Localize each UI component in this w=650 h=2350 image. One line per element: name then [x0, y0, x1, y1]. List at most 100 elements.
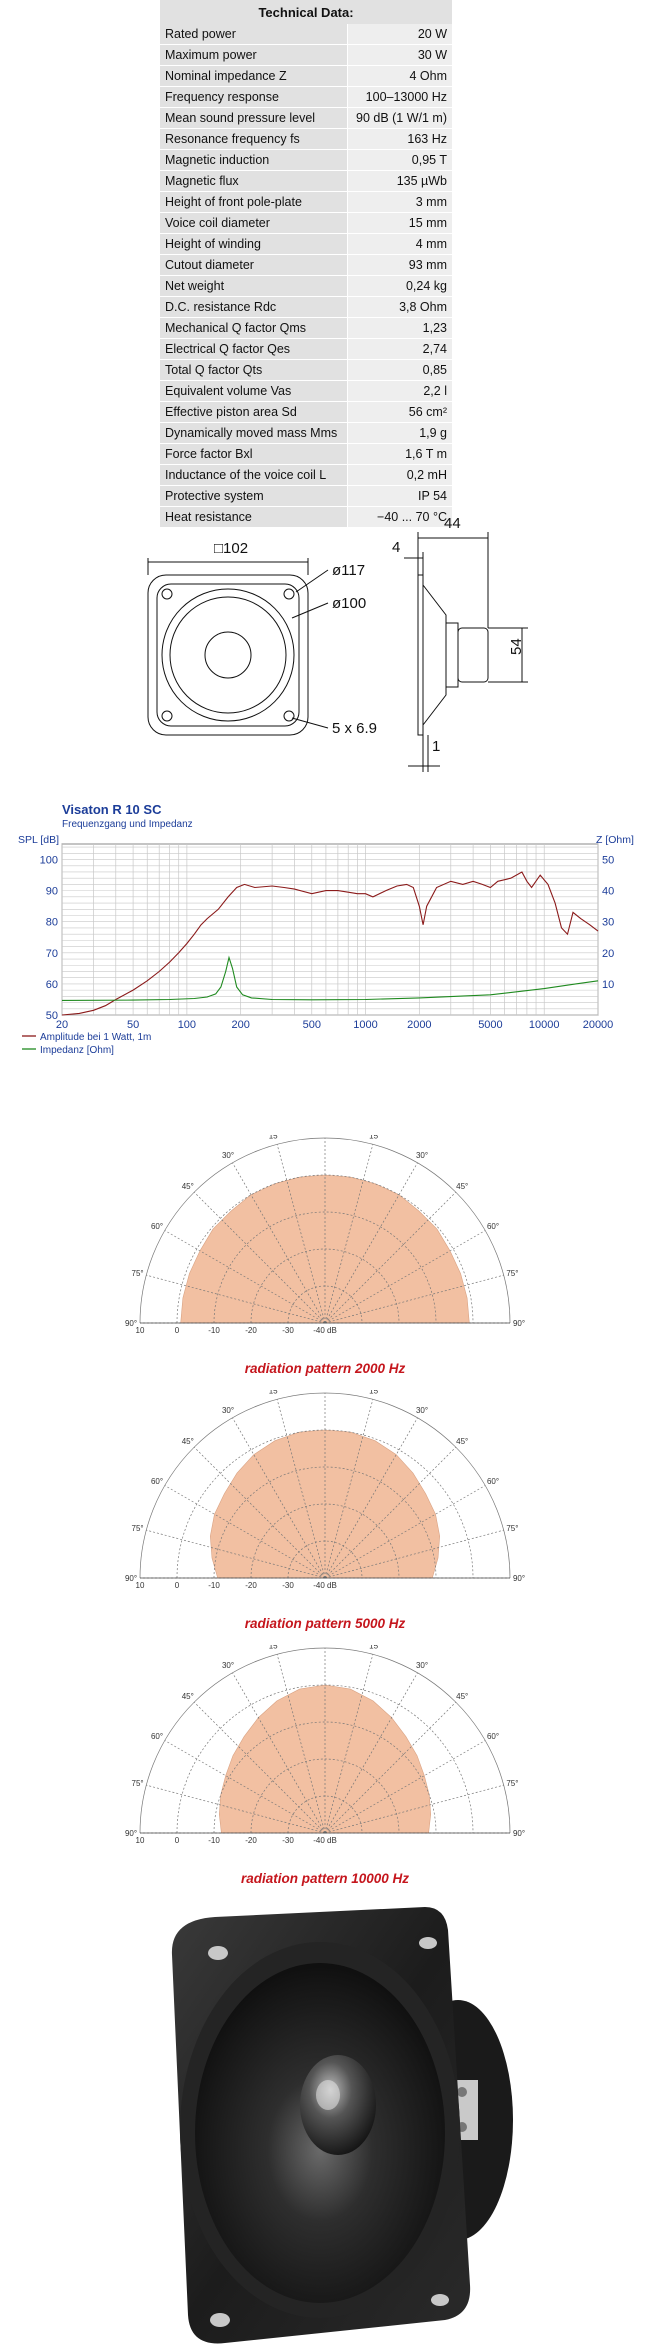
polar-angle-label: 75°	[132, 1269, 144, 1278]
x-tick-label: 200	[231, 1019, 249, 1031]
legend-impedance: Impedanz [Ohm]	[40, 1045, 114, 1056]
spec-row: Resonance frequency fs 163 Hz	[160, 128, 452, 150]
polar-angle-label: 30°	[416, 1661, 428, 1670]
mounting-hole	[161, 710, 173, 722]
inner-diameter-label: ø100	[332, 595, 366, 612]
polar-angle-label: 75°	[132, 1779, 144, 1788]
polar-db-label: -30	[282, 1326, 294, 1335]
spec-value: 100–13000 Hz	[347, 86, 452, 108]
frame-inner-outline	[156, 583, 300, 727]
polar-angle-label: 45°	[182, 1182, 194, 1191]
polar-spoke	[232, 1162, 326, 1324]
polar-ring	[213, 1721, 437, 1834]
polar-angle-label: 60°	[151, 1477, 163, 1486]
spec-value: 20 W	[347, 24, 452, 45]
spec-row: Magnetic induction 0,95 T	[160, 149, 452, 171]
spec-value: 1,23	[347, 317, 452, 339]
polar-db-label: -10	[208, 1326, 220, 1335]
polar-angle-label: 30°	[222, 1661, 234, 1670]
polar-angle-label: 75°	[506, 1779, 518, 1788]
spec-row: Net weight 0,24 kg	[160, 275, 452, 297]
terminal	[457, 2087, 467, 2097]
frame-screw-hole	[431, 2294, 449, 2306]
spec-label: Resonance frequency fs	[160, 128, 348, 150]
polar-db-label: 0	[175, 1836, 180, 1845]
polar-angle-label: 45°	[456, 1437, 468, 1446]
spec-row: Force factor Bxl 1,6 T m	[160, 443, 452, 465]
spec-label: Cutout diameter	[160, 254, 348, 276]
spec-label: Mechanical Q factor Qms	[160, 317, 348, 339]
polar-spoke	[146, 1274, 326, 1324]
leader-line	[291, 717, 329, 729]
spec-row: Height of winding 4 mm	[160, 233, 452, 255]
x-tick-label: 50	[127, 1019, 139, 1031]
polar-db-label: 0	[175, 1581, 180, 1590]
spec-value: 0,85	[347, 359, 452, 381]
spec-row: Equivalent volume Vas 2,2 l	[160, 380, 452, 402]
polar-angle-label: 60°	[151, 1222, 163, 1231]
polar-angle-label: 30°	[416, 1406, 428, 1415]
spec-value: IP 54	[347, 485, 452, 507]
spec-row: Effective piston area Sd 56 cm²	[160, 401, 452, 423]
spec-value: 2,74	[347, 338, 452, 360]
polar-spoke	[324, 1191, 457, 1324]
side-basket	[422, 584, 447, 726]
spec-label: Frequency response	[160, 86, 348, 108]
spec-row: Dynamically moved mass Mms 1,9 g	[160, 422, 452, 444]
spec-row: Electrical Q factor Qes 2,74	[160, 338, 452, 360]
spec-label: Magnetic flux	[160, 170, 348, 192]
y-tick-label: 70	[46, 948, 58, 960]
polar-spoke	[164, 1740, 326, 1834]
polar-plot: 0°15°15°30°30°45°45°60°60°75°75°90°90°10…	[125, 1135, 525, 1335]
spec-value: 3,8 Ohm	[347, 296, 452, 318]
x-tick-label: 20	[56, 1019, 68, 1031]
polar-angle-label: 90°	[125, 1574, 137, 1583]
polar-angle-label: 60°	[487, 1732, 499, 1741]
polar-title: radiation pattern 5000 Hz	[245, 1616, 406, 1631]
polar-spoke	[324, 1701, 457, 1834]
polar-db-label: -20	[245, 1326, 257, 1335]
technical-data-rows: Rated power 20 W Maximum power 30 W Nominal …	[160, 24, 452, 528]
x-tick-label: 5000	[478, 1019, 502, 1031]
side-pole	[445, 622, 459, 688]
spec-row: Cutout diameter 93 mm	[160, 254, 452, 276]
polar-plot: 0°15°15°30°30°45°45°60°60°75°75°90°90°10…	[125, 1390, 525, 1590]
polar-db-label: 10	[136, 1581, 145, 1590]
polar-spoke	[324, 1230, 486, 1324]
polar-ring	[287, 1795, 363, 1834]
radiation-pattern-10000: 0°15°15°30°30°45°45°60°60°75°75°90°90°10…	[125, 1645, 525, 1886]
spec-label: Equivalent volume Vas	[160, 380, 348, 402]
polar-spoke	[164, 1230, 326, 1324]
polar-angle-label: 30°	[416, 1151, 428, 1160]
dust-cap	[204, 631, 252, 679]
y-tick-label: 90	[46, 886, 58, 898]
speaker-photo	[171, 1907, 513, 2344]
polar-spoke	[324, 1740, 486, 1834]
chart-grid	[61, 843, 599, 1016]
spec-row: Maximum power 30 W	[160, 44, 452, 66]
polar-spoke	[193, 1446, 326, 1579]
x-tick-label: 500	[303, 1019, 321, 1031]
spec-value: 2,2 l	[347, 380, 452, 402]
spec-label: Dynamically moved mass Mms	[160, 422, 348, 444]
spec-label: D.C. resistance Rdc	[160, 296, 348, 318]
polar-spoke	[164, 1485, 326, 1579]
spec-value: 135 µWb	[347, 170, 452, 192]
polar-angle-label: 15°	[269, 1390, 281, 1396]
spec-row: Voice coil diameter 15 mm	[160, 212, 452, 234]
polar-angle-label: 45°	[182, 1692, 194, 1701]
legend-amplitude: Amplitude bei 1 Watt, 1m	[40, 1032, 151, 1043]
cone-edge	[169, 596, 287, 714]
polar-spoke	[324, 1529, 504, 1579]
spec-value: 163 Hz	[347, 128, 452, 150]
spec-row: D.C. resistance Rdc 3,8 Ohm	[160, 296, 452, 318]
polar-spoke	[232, 1672, 326, 1834]
x-tick-label: 2000	[407, 1019, 431, 1031]
spec-label: Effective piston area Sd	[160, 401, 348, 423]
spec-label: Net weight	[160, 275, 348, 297]
spec-value: 0,2 mH	[347, 464, 452, 486]
spec-label: Mean sound pressure level	[160, 107, 348, 129]
polar-ring	[213, 1466, 437, 1579]
spec-label: Height of winding	[160, 233, 348, 255]
polar-spoke	[324, 1784, 504, 1834]
